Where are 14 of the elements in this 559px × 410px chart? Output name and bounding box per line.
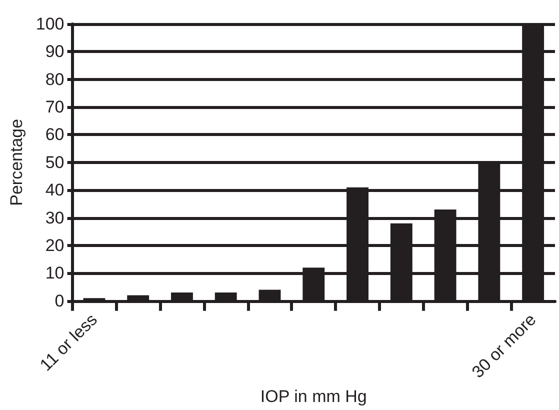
y-tick-label: 100 <box>36 14 64 34</box>
y-axis-title: Percentage <box>7 118 26 206</box>
y-tick-label: 20 <box>45 236 64 255</box>
x-tick-label: 11 or less <box>36 310 101 375</box>
y-tick-label: 60 <box>45 125 64 144</box>
y-tick-label: 40 <box>45 180 64 200</box>
y-tick-label: 90 <box>45 42 64 62</box>
x-axis-title: IOP in mm Hg <box>260 387 367 406</box>
y-tick-label: 30 <box>45 208 64 228</box>
y-tick-label: 70 <box>45 98 64 117</box>
y-tick-label: 0 <box>54 291 64 310</box>
y-tick-label: 50 <box>45 152 64 172</box>
y-tick-label: 80 <box>45 70 64 89</box>
y-tick-label: 10 <box>45 264 64 283</box>
